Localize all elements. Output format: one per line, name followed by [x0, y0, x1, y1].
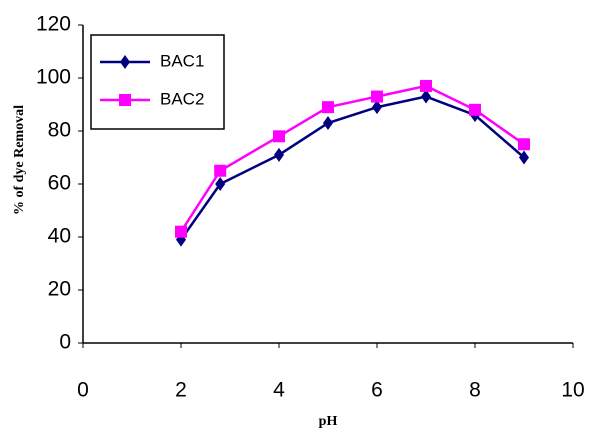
marker — [274, 147, 284, 162]
y-tick-label: 20 — [48, 278, 71, 301]
y-tick-label: 120 — [36, 13, 71, 36]
series-line — [179, 95, 525, 241]
marker — [518, 138, 530, 151]
y-tick-label: 60 — [48, 172, 71, 195]
y-tick-label: 100 — [36, 66, 71, 89]
marker — [469, 103, 481, 116]
legend-marker — [119, 94, 131, 106]
y-axis-label: % of dye Removal — [12, 105, 27, 215]
y-tick-label: 40 — [48, 225, 71, 248]
marker — [323, 116, 333, 131]
marker — [214, 164, 227, 177]
marker — [371, 90, 383, 103]
x-tick-label: 8 — [469, 379, 481, 402]
x-axis-label: pH — [319, 414, 338, 429]
legend-marker — [120, 55, 130, 69]
y-tick-label: 0 — [59, 331, 71, 354]
x-tick-label: 6 — [371, 379, 383, 402]
x-tick-label: 0 — [77, 379, 89, 402]
marker — [215, 177, 226, 191]
marker — [421, 89, 431, 104]
legend-label: BAC1 — [160, 51, 204, 70]
x-tick-label: 10 — [561, 379, 584, 402]
marker — [273, 130, 285, 143]
legend-label: BAC2 — [160, 89, 204, 108]
x-tick-label: 4 — [273, 379, 285, 402]
marker — [322, 101, 334, 114]
marker — [372, 100, 382, 115]
legend-box — [90, 34, 225, 130]
marker — [175, 225, 187, 238]
marker — [420, 79, 432, 92]
marker — [519, 150, 529, 165]
series-line — [179, 84, 525, 233]
y-tick-label: 80 — [48, 119, 71, 142]
x-tick-label: 2 — [175, 379, 187, 402]
